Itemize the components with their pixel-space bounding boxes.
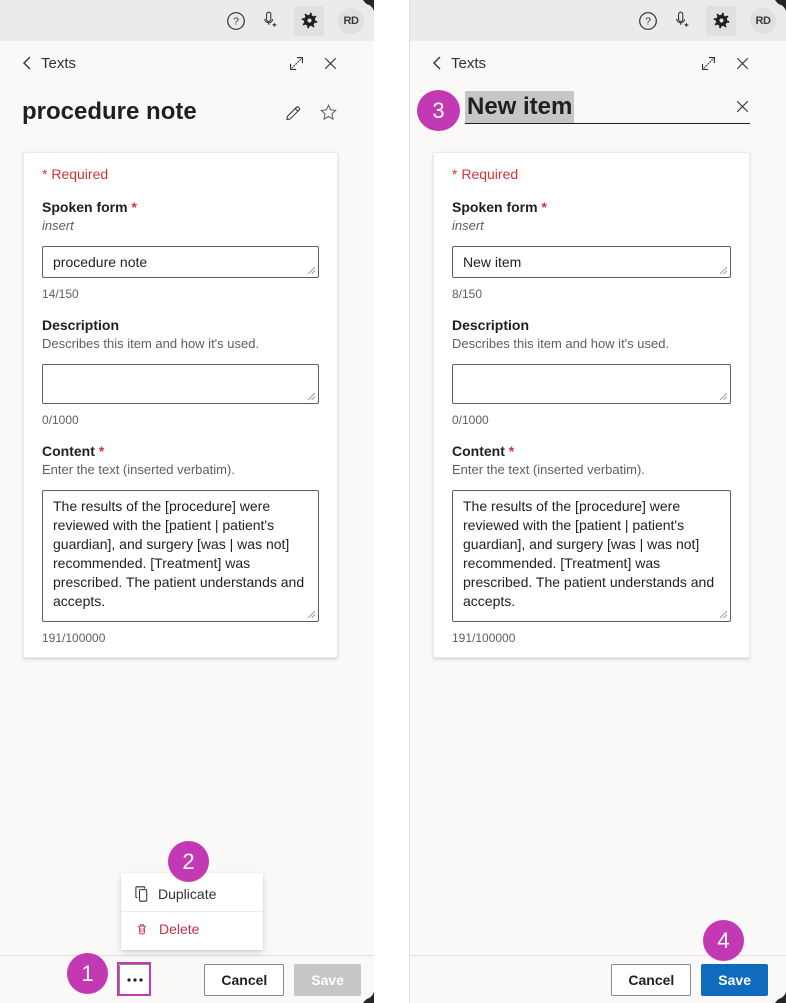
svg-text:?: ?	[645, 15, 651, 27]
svg-text:?: ?	[233, 15, 239, 27]
